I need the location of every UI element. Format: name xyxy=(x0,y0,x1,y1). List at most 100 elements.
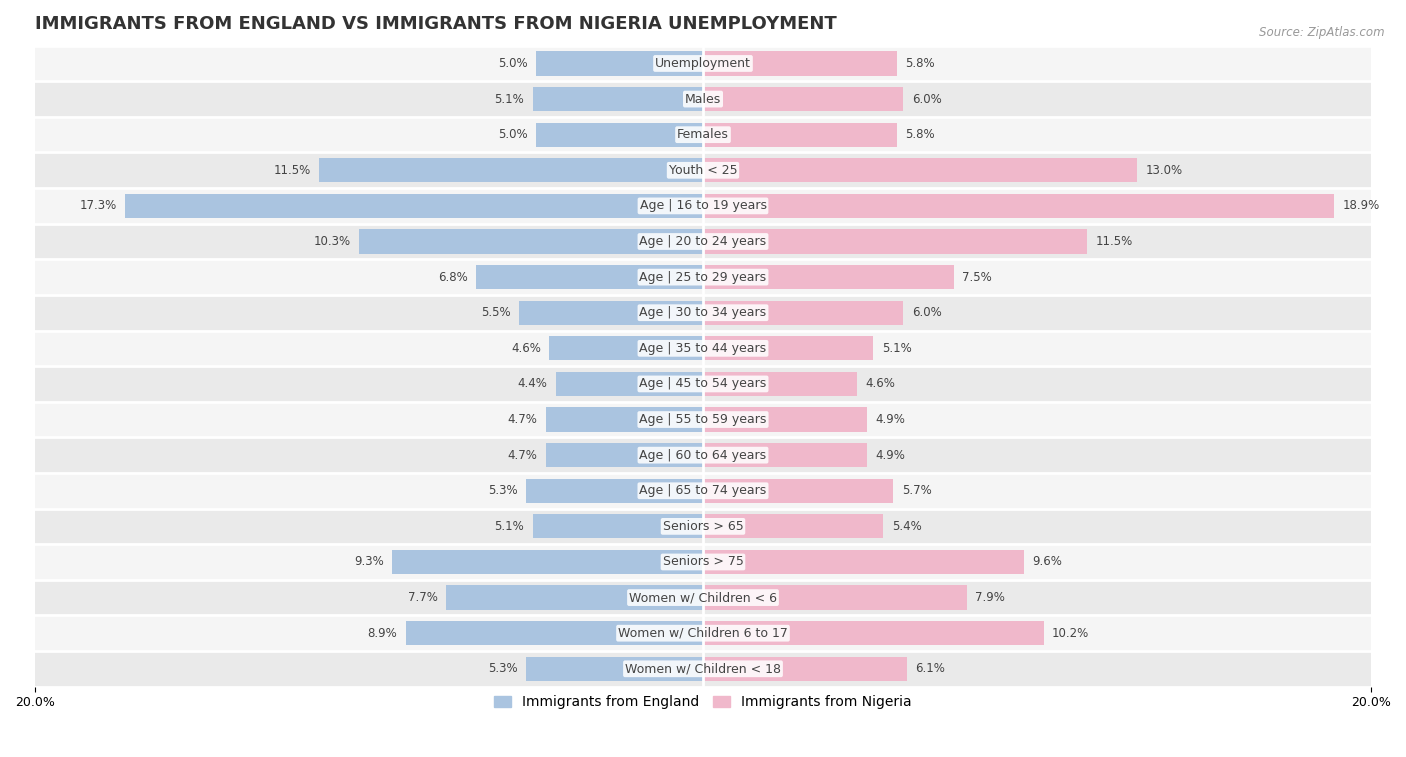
Bar xyxy=(519,301,703,325)
Text: 5.3%: 5.3% xyxy=(488,662,517,675)
Bar xyxy=(35,117,1371,152)
Text: 5.3%: 5.3% xyxy=(488,484,517,497)
Bar xyxy=(546,407,703,431)
Text: Males: Males xyxy=(685,92,721,105)
Text: 6.1%: 6.1% xyxy=(915,662,945,675)
Bar xyxy=(35,331,1371,366)
Text: 5.4%: 5.4% xyxy=(891,520,921,533)
Text: Unemployment: Unemployment xyxy=(655,57,751,70)
Bar xyxy=(406,621,703,645)
Text: 4.9%: 4.9% xyxy=(875,449,905,462)
Bar xyxy=(703,301,904,325)
Text: Women w/ Children < 6: Women w/ Children < 6 xyxy=(628,591,778,604)
Text: 6.8%: 6.8% xyxy=(437,270,468,284)
Bar xyxy=(35,366,1371,402)
Text: 18.9%: 18.9% xyxy=(1343,199,1379,213)
Bar xyxy=(703,372,856,396)
Bar xyxy=(703,194,1334,218)
Text: 7.5%: 7.5% xyxy=(962,270,991,284)
Text: 5.1%: 5.1% xyxy=(882,342,911,355)
Text: 10.3%: 10.3% xyxy=(314,235,350,248)
Bar xyxy=(35,224,1371,260)
Bar xyxy=(703,443,866,467)
Text: 9.6%: 9.6% xyxy=(1032,556,1062,569)
Bar xyxy=(703,407,866,431)
Text: 13.0%: 13.0% xyxy=(1146,164,1182,177)
Bar xyxy=(703,621,1043,645)
Text: 8.9%: 8.9% xyxy=(367,627,398,640)
Text: 5.8%: 5.8% xyxy=(905,128,935,142)
Text: Women w/ Children < 18: Women w/ Children < 18 xyxy=(626,662,780,675)
Bar xyxy=(35,188,1371,224)
Bar xyxy=(703,336,873,360)
Bar xyxy=(35,260,1371,295)
Text: 5.0%: 5.0% xyxy=(498,128,527,142)
Bar xyxy=(35,81,1371,117)
Text: Women w/ Children 6 to 17: Women w/ Children 6 to 17 xyxy=(619,627,787,640)
Bar xyxy=(35,295,1371,331)
Bar xyxy=(703,514,883,538)
Bar xyxy=(35,45,1371,81)
Text: 7.7%: 7.7% xyxy=(408,591,437,604)
Text: 4.9%: 4.9% xyxy=(875,413,905,426)
Bar xyxy=(526,656,703,681)
Bar xyxy=(546,443,703,467)
Text: Age | 30 to 34 years: Age | 30 to 34 years xyxy=(640,307,766,319)
Text: 4.6%: 4.6% xyxy=(512,342,541,355)
Bar xyxy=(533,514,703,538)
Text: Seniors > 75: Seniors > 75 xyxy=(662,556,744,569)
Text: Age | 65 to 74 years: Age | 65 to 74 years xyxy=(640,484,766,497)
Text: Age | 45 to 54 years: Age | 45 to 54 years xyxy=(640,378,766,391)
Text: Source: ZipAtlas.com: Source: ZipAtlas.com xyxy=(1260,26,1385,39)
Bar xyxy=(35,402,1371,438)
Bar xyxy=(536,51,703,76)
Legend: Immigrants from England, Immigrants from Nigeria: Immigrants from England, Immigrants from… xyxy=(489,690,917,715)
Text: 6.0%: 6.0% xyxy=(911,92,942,105)
Bar xyxy=(35,651,1371,687)
Bar xyxy=(446,585,703,609)
Text: Age | 20 to 24 years: Age | 20 to 24 years xyxy=(640,235,766,248)
Text: 5.5%: 5.5% xyxy=(481,307,510,319)
Text: Age | 35 to 44 years: Age | 35 to 44 years xyxy=(640,342,766,355)
Text: 4.4%: 4.4% xyxy=(517,378,548,391)
Text: 11.5%: 11.5% xyxy=(273,164,311,177)
Bar xyxy=(703,585,967,609)
Text: 9.3%: 9.3% xyxy=(354,556,384,569)
Text: 10.2%: 10.2% xyxy=(1052,627,1090,640)
Text: IMMIGRANTS FROM ENGLAND VS IMMIGRANTS FROM NIGERIA UNEMPLOYMENT: IMMIGRANTS FROM ENGLAND VS IMMIGRANTS FR… xyxy=(35,15,837,33)
Bar xyxy=(475,265,703,289)
Text: Age | 55 to 59 years: Age | 55 to 59 years xyxy=(640,413,766,426)
Text: Age | 25 to 29 years: Age | 25 to 29 years xyxy=(640,270,766,284)
Bar xyxy=(703,51,897,76)
Bar xyxy=(703,87,904,111)
Text: 5.1%: 5.1% xyxy=(495,92,524,105)
Text: 5.1%: 5.1% xyxy=(495,520,524,533)
Text: Seniors > 65: Seniors > 65 xyxy=(662,520,744,533)
Bar xyxy=(703,656,907,681)
Bar xyxy=(35,580,1371,615)
Bar xyxy=(125,194,703,218)
Bar xyxy=(392,550,703,574)
Bar xyxy=(536,123,703,147)
Text: 4.7%: 4.7% xyxy=(508,449,537,462)
Bar xyxy=(359,229,703,254)
Bar xyxy=(703,158,1137,182)
Text: Age | 60 to 64 years: Age | 60 to 64 years xyxy=(640,449,766,462)
Text: Youth < 25: Youth < 25 xyxy=(669,164,737,177)
Bar xyxy=(319,158,703,182)
Text: 4.6%: 4.6% xyxy=(865,378,894,391)
Text: 4.7%: 4.7% xyxy=(508,413,537,426)
Bar xyxy=(35,438,1371,473)
Bar xyxy=(703,265,953,289)
Bar xyxy=(703,550,1024,574)
Bar xyxy=(35,152,1371,188)
Bar xyxy=(35,509,1371,544)
Text: Age | 16 to 19 years: Age | 16 to 19 years xyxy=(640,199,766,213)
Bar xyxy=(555,372,703,396)
Bar xyxy=(703,229,1087,254)
Bar xyxy=(703,123,897,147)
Text: 5.7%: 5.7% xyxy=(901,484,932,497)
Bar xyxy=(550,336,703,360)
Text: 17.3%: 17.3% xyxy=(80,199,117,213)
Bar xyxy=(533,87,703,111)
